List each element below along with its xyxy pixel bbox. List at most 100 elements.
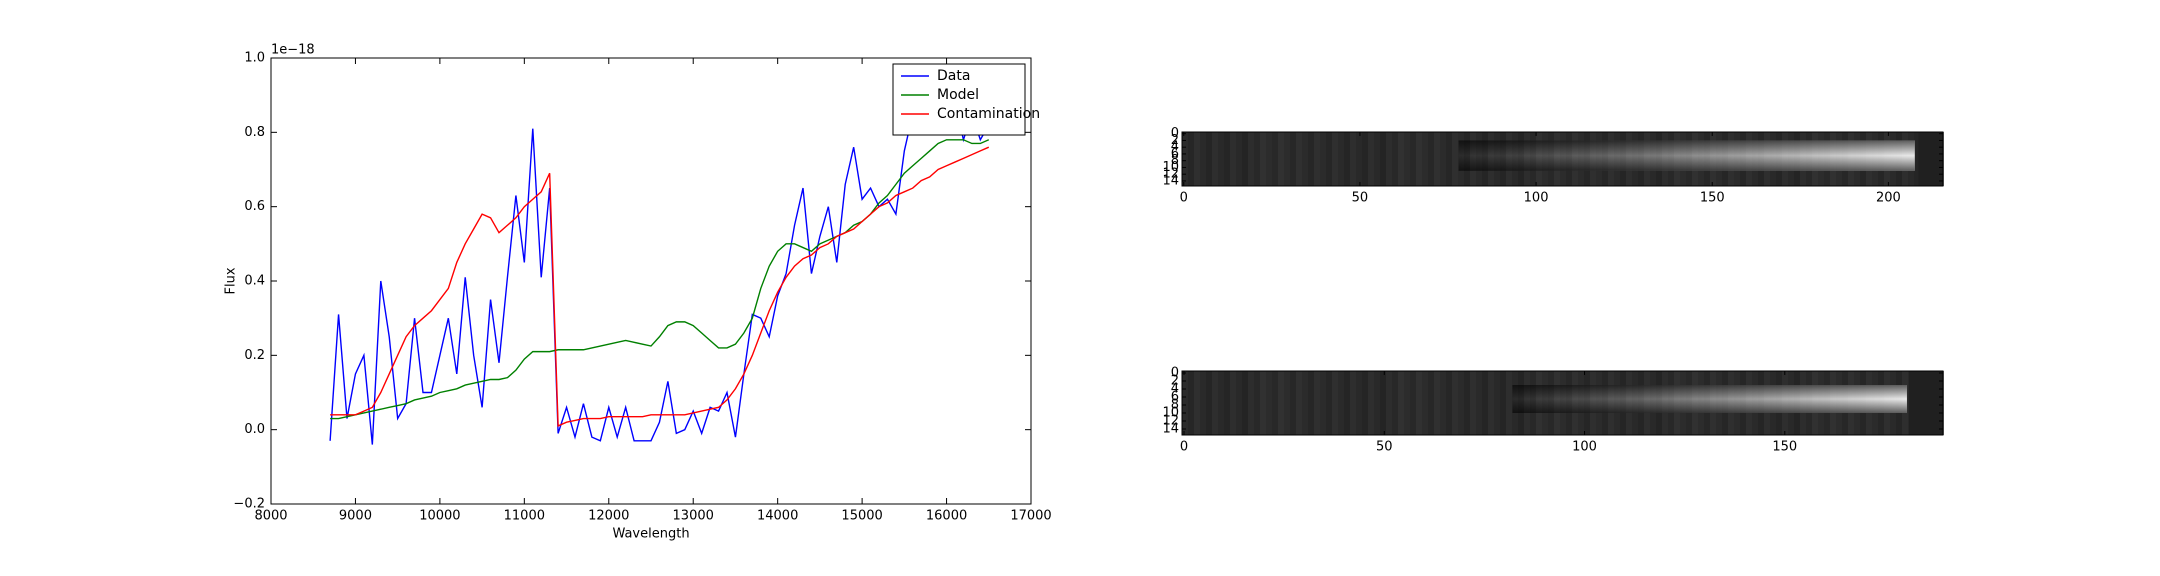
image-texture — [1284, 132, 1290, 186]
image-texture — [1422, 132, 1428, 186]
image-texture — [1326, 371, 1332, 435]
image-texture — [1416, 132, 1422, 186]
legend-label: Model — [937, 87, 979, 103]
image-texture — [1200, 132, 1206, 186]
image-texture — [1200, 371, 1206, 435]
legend-label: Contamination — [937, 106, 1040, 122]
image-texture — [1380, 132, 1386, 186]
image-texture — [1272, 371, 1278, 435]
image-texture — [1320, 371, 1326, 435]
image-texture — [1182, 132, 1188, 186]
x-tick-label: 200 — [1876, 191, 1901, 206]
image-texture — [1398, 371, 1404, 435]
y-tick-label: 8 — [1171, 398, 1179, 413]
data-line — [330, 146, 990, 428]
image-texture — [1404, 371, 1410, 435]
image-texture — [1488, 371, 1494, 435]
y-tick-label: 6 — [1171, 146, 1179, 161]
spectrum-image — [1182, 132, 1944, 186]
image-texture — [1236, 132, 1242, 186]
image-texture — [1416, 371, 1422, 435]
x-tick-label: 11000 — [504, 509, 545, 524]
image-texture — [1212, 371, 1218, 435]
image-texture — [1284, 371, 1290, 435]
axes-frame — [270, 57, 1032, 505]
trace-band-shade — [1458, 140, 1915, 171]
image-texture — [1332, 371, 1338, 435]
image-texture — [1482, 371, 1488, 435]
image-texture — [1260, 371, 1266, 435]
image-texture — [1362, 371, 1368, 435]
x-tick-label: 0 — [1180, 191, 1188, 206]
image-texture — [1230, 132, 1236, 186]
image-texture — [1302, 132, 1308, 186]
y-tick-label: 10 — [1162, 160, 1179, 175]
data-line — [330, 139, 990, 420]
image-texture — [1368, 371, 1374, 435]
image-texture — [1344, 132, 1350, 186]
image-texture — [1392, 132, 1398, 186]
x-tick-label: 150 — [1700, 191, 1725, 206]
image-texture — [1494, 371, 1500, 435]
image-texture — [1308, 132, 1314, 186]
x-axis-label: Wavelength — [612, 527, 689, 542]
x-tick-label: 12000 — [588, 509, 629, 524]
y-tick-label: 6 — [1171, 390, 1179, 405]
y-tick-label: 4 — [1171, 382, 1179, 397]
image-texture — [1428, 371, 1434, 435]
image-texture — [1326, 132, 1332, 186]
y-tick-label: 10 — [1162, 406, 1179, 421]
y-axis-label: Flux — [224, 267, 239, 294]
image-texture — [1314, 371, 1320, 435]
image-texture — [1242, 132, 1248, 186]
y-tick-label: 0 — [1171, 126, 1179, 141]
y-tick-label: 14 — [1162, 173, 1179, 188]
y-tick-label: −0.2 — [233, 497, 265, 512]
image-texture — [1470, 371, 1476, 435]
image-texture — [1440, 371, 1446, 435]
image-edge — [1908, 371, 1943, 435]
x-tick-label: 9000 — [339, 509, 372, 524]
y-tick-label: 0.0 — [244, 422, 265, 437]
image-texture — [1314, 132, 1320, 186]
x-tick-label: 150 — [1772, 440, 1797, 455]
image-texture — [1362, 132, 1368, 186]
image-texture — [1332, 132, 1338, 186]
y-tick-label: 14 — [1162, 422, 1179, 437]
x-tick-label: 10000 — [419, 509, 460, 524]
image-texture — [1452, 371, 1458, 435]
image-texture — [1182, 371, 1188, 435]
axes-frame — [1181, 131, 1944, 187]
spectrum-image — [1182, 371, 1944, 435]
y-tick-label: 0 — [1171, 366, 1179, 381]
image-texture — [1260, 132, 1266, 186]
x-tick-label: 15000 — [841, 509, 882, 524]
x-tick-label: 17000 — [1010, 509, 1051, 524]
image-texture — [1338, 371, 1344, 435]
image-texture — [1272, 132, 1278, 186]
image-texture — [1464, 371, 1470, 435]
image-texture — [1422, 371, 1428, 435]
y-tick-label: 1.0 — [244, 51, 265, 66]
image-texture — [1266, 371, 1272, 435]
image-texture — [1254, 132, 1260, 186]
y-tick-label: 8 — [1171, 153, 1179, 168]
image-texture — [1410, 132, 1416, 186]
image-texture — [1194, 371, 1200, 435]
offset-label: 1e−18 — [271, 43, 315, 58]
image-texture — [1218, 371, 1224, 435]
y-tick-label: 12 — [1162, 167, 1179, 182]
image-texture — [1296, 132, 1302, 186]
y-tick-label: 0.4 — [244, 274, 265, 289]
image-texture — [1434, 132, 1440, 186]
image-texture — [1296, 371, 1302, 435]
x-tick-label: 100 — [1572, 440, 1597, 455]
image-texture — [1338, 132, 1344, 186]
trace-band-shade — [1512, 385, 1907, 413]
image-texture — [1320, 132, 1326, 186]
image-texture — [1476, 371, 1482, 435]
image-texture — [1428, 132, 1434, 186]
x-tick-label: 50 — [1376, 440, 1393, 455]
